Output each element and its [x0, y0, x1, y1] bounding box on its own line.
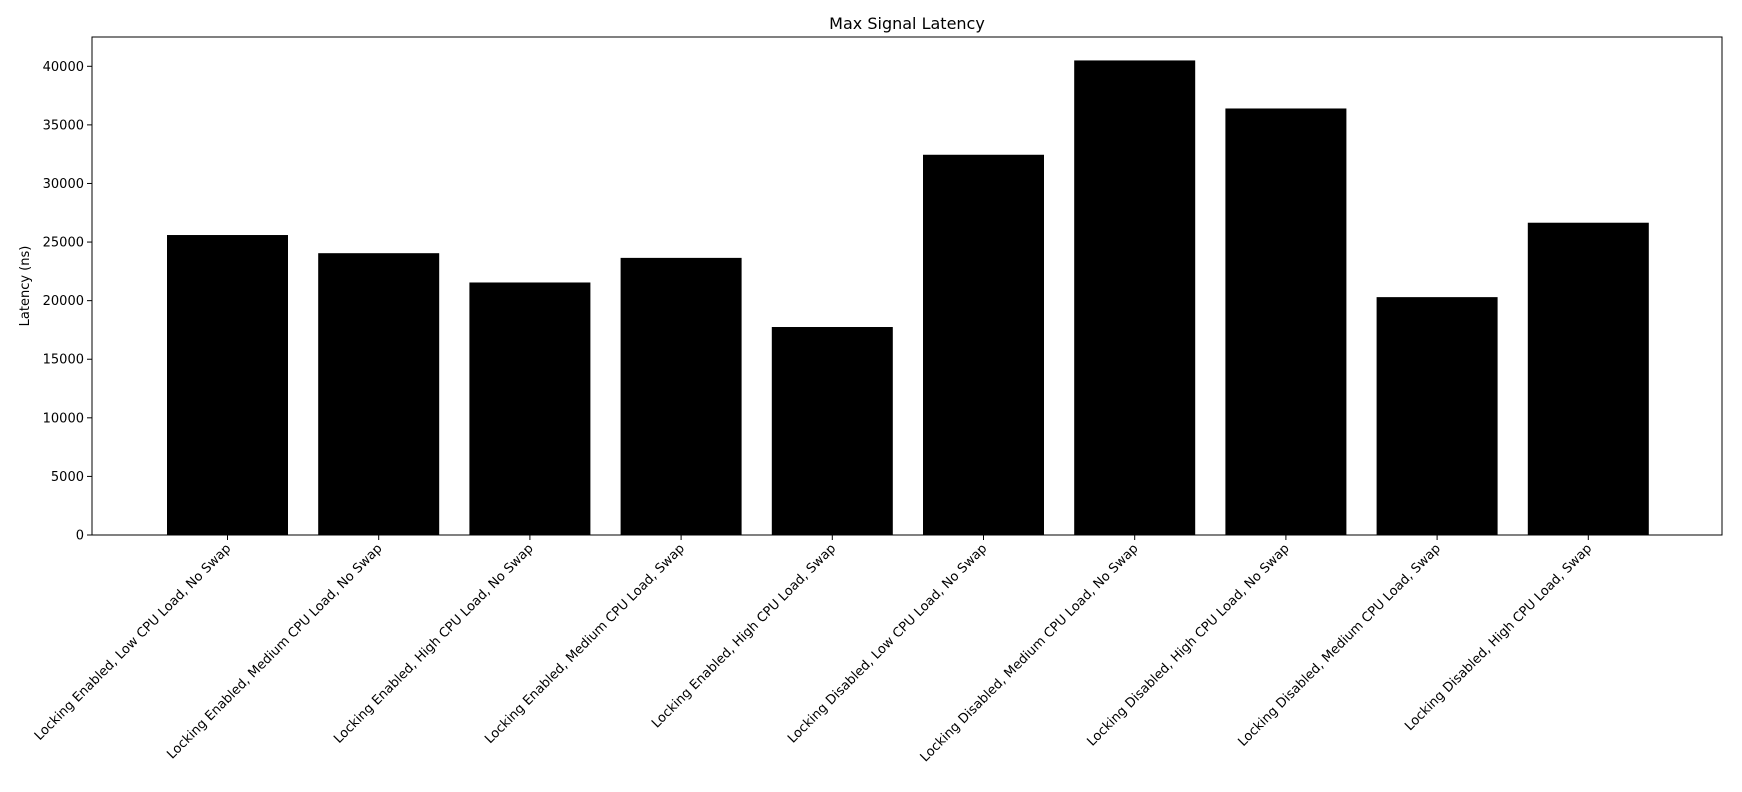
chart-title: Max Signal Latency — [829, 14, 985, 33]
y-tick-label-3: 15000 — [43, 353, 84, 368]
y-tick-label-4: 20000 — [43, 294, 84, 309]
bar-6 — [923, 154, 1044, 535]
x-tick-label-5: Locking Enabled, High CPU Load, Swap — [649, 541, 839, 731]
bar-8 — [1225, 108, 1347, 535]
plot-frame — [91, 36, 1723, 536]
y-tick-label-6: 30000 — [43, 177, 84, 192]
x-tick-label-10: Locking Disabled, High CPU Load, Swap — [1402, 541, 1595, 734]
y-tick-label-1: 5000 — [51, 470, 84, 485]
y-ticks-group: 0 5000 10000 15000 20000 25000 30000 35000 40000 — [43, 60, 92, 544]
y-tick-label-8: 40000 — [43, 60, 84, 75]
y-tick-label-5: 25000 — [43, 236, 84, 251]
bar-5 — [771, 327, 893, 535]
bar-3 — [469, 282, 591, 535]
y-tick-label-7: 35000 — [43, 118, 84, 133]
bar-2 — [318, 253, 440, 535]
bar-7 — [1074, 60, 1196, 535]
y-axis-label: Latency (ns) — [18, 246, 33, 327]
bar-10 — [1527, 222, 1649, 535]
bar-9 — [1376, 297, 1498, 535]
x-ticks-group: Locking Enabled, Low CPU Load, No SwapLo… — [32, 535, 1595, 765]
bars-group — [167, 60, 1649, 535]
y-tick-label-0: 0 — [76, 529, 84, 544]
bar-1 — [167, 235, 288, 535]
bar-4 — [620, 257, 742, 535]
y-tick-label-2: 10000 — [43, 411, 84, 426]
